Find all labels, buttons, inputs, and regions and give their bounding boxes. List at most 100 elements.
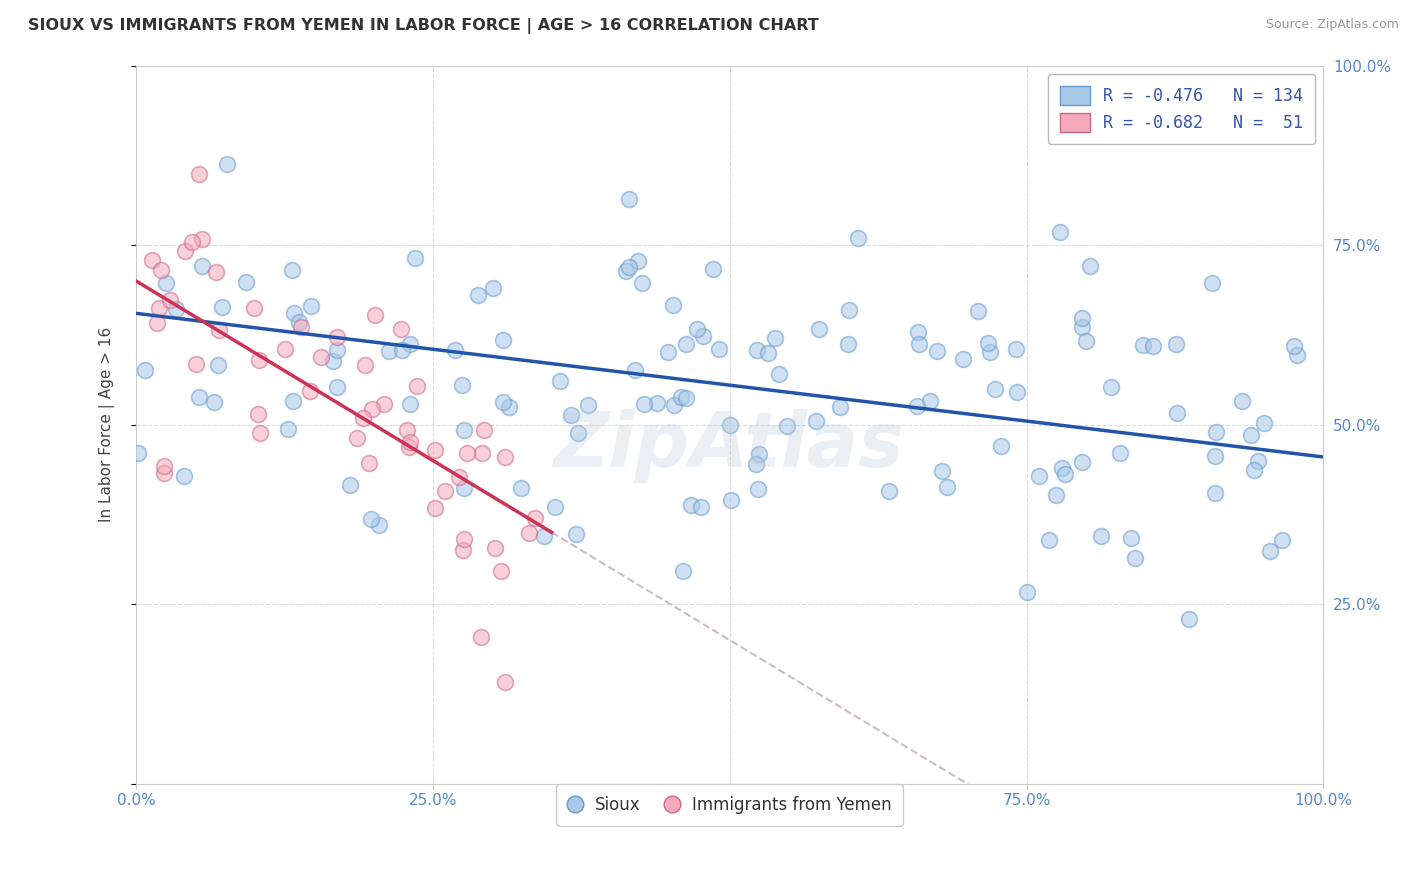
Point — [1038, 533, 1060, 547]
Point — [758, 346, 780, 360]
Point — [633, 397, 655, 411]
Point — [204, 394, 226, 409]
Point — [935, 480, 957, 494]
Point — [1108, 446, 1130, 460]
Point — [828, 400, 851, 414]
Point — [153, 458, 176, 473]
Point — [669, 391, 692, 405]
Point — [373, 397, 395, 411]
Point — [567, 426, 589, 441]
Point — [471, 446, 494, 460]
Point — [707, 342, 730, 356]
Point — [675, 391, 697, 405]
Point — [1070, 319, 1092, 334]
Point — [617, 260, 640, 274]
Point — [368, 518, 391, 533]
Point — [299, 300, 322, 314]
Point — [524, 511, 547, 525]
Point — [931, 464, 953, 478]
Point — [979, 344, 1001, 359]
Point — [326, 343, 349, 357]
Point — [624, 363, 647, 377]
Point — [399, 435, 422, 450]
Point — [277, 422, 299, 436]
Point — [434, 484, 457, 499]
Point — [1076, 334, 1098, 348]
Point — [907, 326, 929, 340]
Point — [1071, 311, 1094, 326]
Point — [211, 300, 233, 314]
Point — [150, 262, 173, 277]
Point — [184, 357, 207, 371]
Point — [631, 276, 654, 290]
Point — [920, 394, 942, 409]
Point — [492, 395, 515, 409]
Point — [235, 275, 257, 289]
Legend: R = -0.476   N = 134, R = -0.682   N =  51: R = -0.476 N = 134, R = -0.682 N = 51 — [1049, 74, 1315, 145]
Point — [148, 301, 170, 315]
Point — [450, 378, 472, 392]
Point — [208, 323, 231, 337]
Point — [1204, 485, 1226, 500]
Point — [470, 631, 492, 645]
Point — [309, 351, 332, 365]
Point — [127, 446, 149, 460]
Point — [406, 379, 429, 393]
Text: ZipAtlas: ZipAtlas — [554, 409, 905, 483]
Point — [398, 337, 420, 351]
Point — [398, 441, 420, 455]
Point — [1099, 380, 1122, 394]
Legend: Sioux, Immigrants from Yemen: Sioux, Immigrants from Yemen — [557, 784, 903, 826]
Point — [146, 316, 169, 330]
Point — [672, 564, 695, 578]
Point — [1204, 450, 1226, 464]
Point — [1090, 529, 1112, 543]
Point — [1201, 277, 1223, 291]
Point — [447, 470, 470, 484]
Point — [174, 244, 197, 259]
Point — [560, 409, 582, 423]
Point — [846, 231, 869, 245]
Point — [472, 423, 495, 437]
Point — [718, 418, 741, 433]
Point — [453, 481, 475, 495]
Point — [838, 302, 860, 317]
Point — [1247, 454, 1270, 468]
Point — [768, 368, 790, 382]
Point — [180, 235, 202, 249]
Point — [1164, 337, 1187, 351]
Point — [877, 484, 900, 499]
Point — [159, 293, 181, 307]
Point — [482, 281, 505, 295]
Point — [990, 439, 1012, 453]
Point — [1286, 348, 1309, 362]
Point — [927, 343, 949, 358]
Point — [517, 526, 540, 541]
Point — [1005, 342, 1028, 356]
Point — [339, 477, 361, 491]
Point — [290, 320, 312, 334]
Point — [378, 344, 401, 359]
Point — [281, 263, 304, 277]
Point — [494, 450, 516, 465]
Point — [352, 411, 374, 425]
Point — [494, 674, 516, 689]
Point — [346, 430, 368, 444]
Point — [1132, 338, 1154, 352]
Point — [398, 397, 420, 411]
Point — [1178, 612, 1201, 626]
Point — [657, 345, 679, 359]
Point — [360, 512, 382, 526]
Point — [191, 259, 214, 273]
Point — [692, 328, 714, 343]
Point — [804, 414, 827, 428]
Point — [389, 322, 412, 336]
Text: Source: ZipAtlas.com: Source: ZipAtlas.com — [1265, 18, 1399, 31]
Point — [626, 254, 648, 268]
Point — [191, 231, 214, 245]
Point — [967, 304, 990, 318]
Point — [576, 397, 599, 411]
Point — [1142, 338, 1164, 352]
Point — [423, 501, 446, 516]
Point — [155, 276, 177, 290]
